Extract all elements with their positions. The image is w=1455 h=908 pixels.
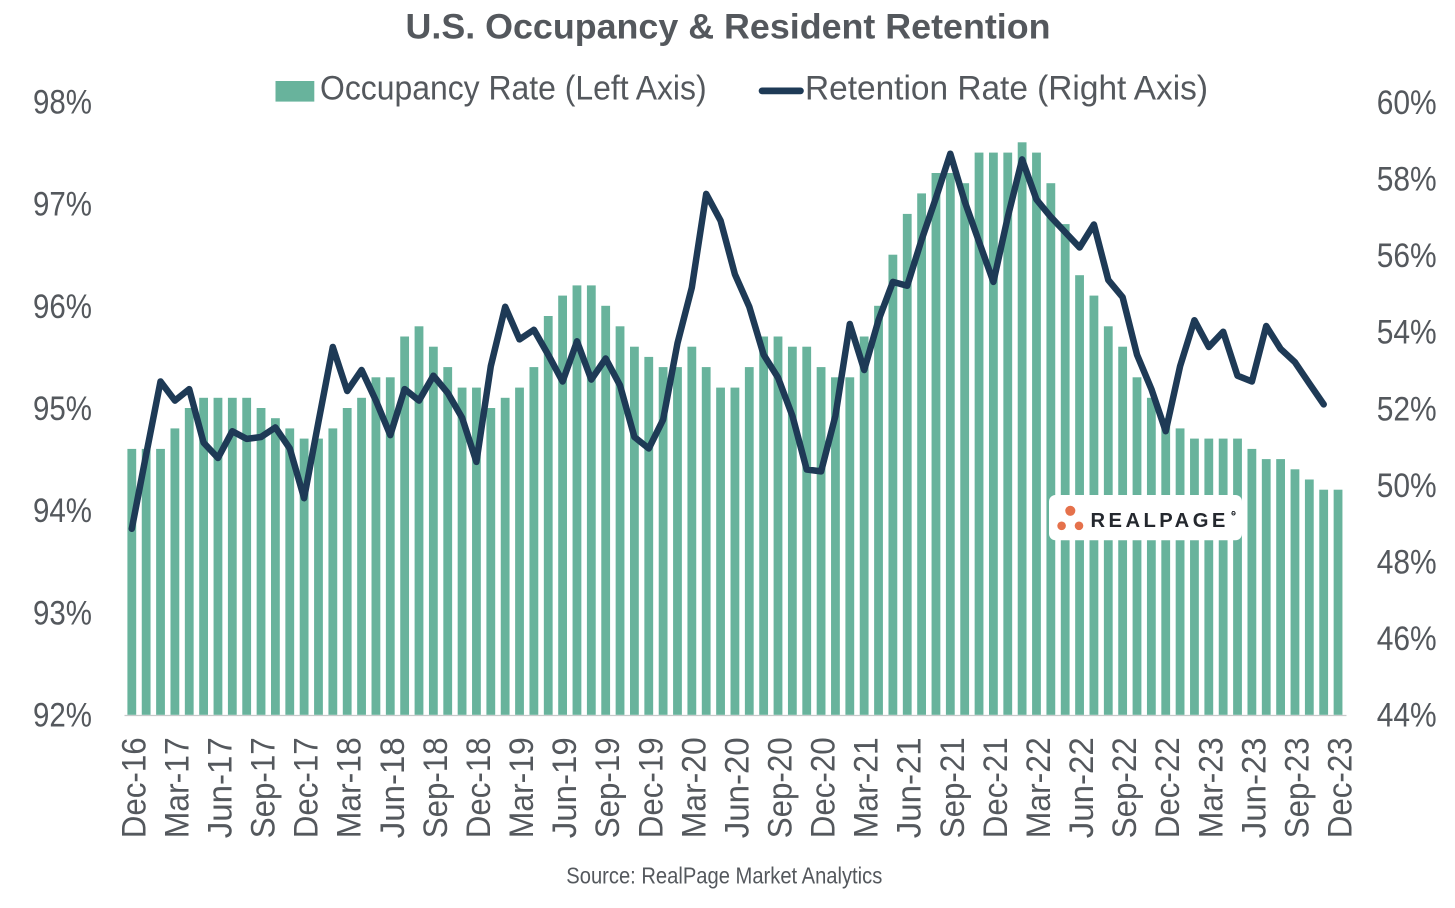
- svg-text:54%: 54%: [1377, 314, 1437, 352]
- svg-text:Sep-18: Sep-18: [417, 737, 455, 838]
- svg-text:Dec-23: Dec-23: [1322, 737, 1360, 838]
- svg-text:Dec-18: Dec-18: [460, 737, 498, 838]
- svg-text:Mar-23: Mar-23: [1192, 737, 1230, 838]
- svg-text:Mar-17: Mar-17: [158, 737, 196, 838]
- svg-text:Jun-20: Jun-20: [718, 737, 756, 838]
- svg-text:Sep-20: Sep-20: [762, 737, 800, 838]
- svg-text:95%: 95%: [33, 390, 92, 428]
- svg-text:46%: 46%: [1377, 620, 1437, 658]
- svg-text:Jun-23: Jun-23: [1235, 737, 1273, 838]
- svg-text:93%: 93%: [33, 594, 92, 632]
- svg-text:R: R: [1232, 511, 1236, 517]
- svg-text:96%: 96%: [33, 288, 92, 326]
- svg-text:Sep-21: Sep-21: [934, 737, 972, 838]
- svg-text:Dec-22: Dec-22: [1149, 737, 1187, 838]
- svg-text:Sep-19: Sep-19: [589, 737, 627, 838]
- svg-text:Occupancy Rate (Left Axis): Occupancy Rate (Left Axis): [320, 70, 707, 108]
- svg-text:Jun-17: Jun-17: [202, 737, 240, 838]
- svg-text:Mar-18: Mar-18: [331, 737, 369, 838]
- svg-text:60%: 60%: [1377, 84, 1437, 122]
- svg-text:Dec-17: Dec-17: [288, 737, 326, 838]
- svg-text:Jun-21: Jun-21: [891, 737, 929, 838]
- svg-text:REALPAGE: REALPAGE: [1091, 510, 1229, 532]
- svg-text:98%: 98%: [33, 84, 92, 122]
- svg-text:92%: 92%: [33, 697, 92, 735]
- svg-text:Sep-17: Sep-17: [245, 737, 283, 838]
- svg-text:U.S. Occupancy & Resident Rete: U.S. Occupancy & Resident Retention: [406, 7, 1051, 46]
- svg-text:Jun-18: Jun-18: [374, 737, 412, 838]
- svg-text:56%: 56%: [1377, 237, 1437, 275]
- svg-text:Dec-19: Dec-19: [632, 737, 670, 838]
- svg-text:Mar-22: Mar-22: [1020, 737, 1058, 838]
- svg-text:Mar-21: Mar-21: [848, 737, 886, 838]
- svg-text:Dec-21: Dec-21: [977, 737, 1015, 838]
- svg-text:Mar-20: Mar-20: [675, 737, 713, 838]
- svg-text:Sep-22: Sep-22: [1106, 737, 1144, 838]
- svg-text:Sep-23: Sep-23: [1279, 737, 1317, 838]
- svg-text:50%: 50%: [1377, 467, 1437, 505]
- svg-text:Mar-19: Mar-19: [503, 737, 541, 838]
- svg-text:Jun-22: Jun-22: [1063, 737, 1101, 838]
- svg-text:48%: 48%: [1377, 543, 1437, 581]
- svg-text:Jun-19: Jun-19: [546, 737, 584, 838]
- svg-text:Retention Rate (Right Axis): Retention Rate (Right Axis): [805, 70, 1208, 108]
- svg-text:Dec-20: Dec-20: [805, 737, 843, 838]
- svg-text:52%: 52%: [1377, 390, 1437, 428]
- svg-text:58%: 58%: [1377, 161, 1437, 199]
- svg-text:Source: RealPage Market Analyt: Source: RealPage Market Analytics: [566, 863, 882, 889]
- svg-text:94%: 94%: [33, 492, 92, 530]
- svg-text:44%: 44%: [1377, 697, 1437, 735]
- svg-text:97%: 97%: [33, 186, 92, 224]
- svg-text:Dec-16: Dec-16: [115, 737, 153, 838]
